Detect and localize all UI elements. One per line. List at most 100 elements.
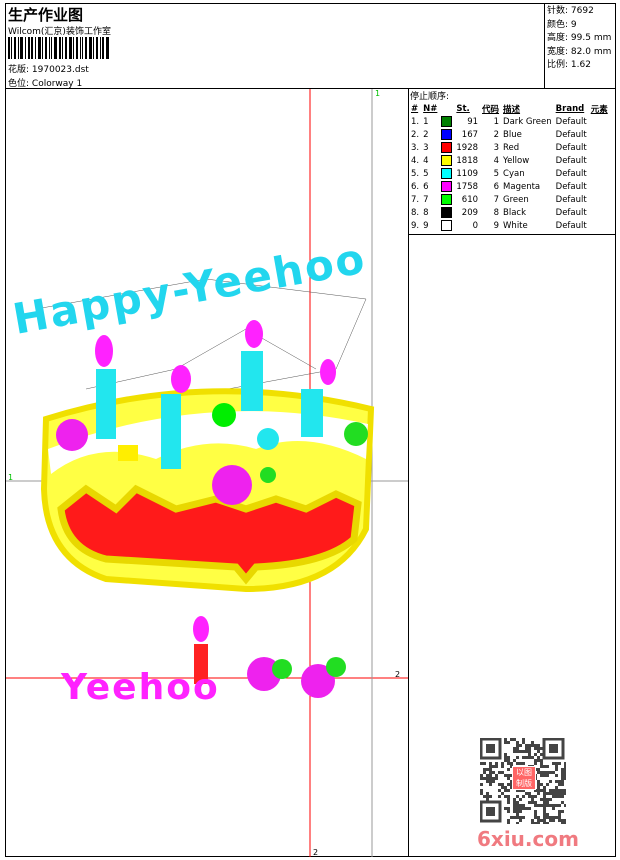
stitch-count: 209 bbox=[461, 207, 479, 218]
table-row: 3. 3 1928 3 Red Default bbox=[409, 141, 610, 154]
stitch-count: 610 bbox=[461, 194, 479, 205]
divider bbox=[5, 88, 616, 89]
row-index: 2. bbox=[411, 129, 420, 140]
stop-sequence-title: 停止顺序: bbox=[410, 92, 450, 102]
decoration bbox=[257, 428, 279, 450]
row-index: 5. bbox=[411, 168, 420, 179]
table-row: 8. 8 209 8 Black Default bbox=[409, 206, 610, 219]
table-row: 4. 4 1818 4 Yellow Default bbox=[409, 154, 610, 167]
color-swatch bbox=[441, 220, 453, 231]
marker-label: 2 bbox=[313, 848, 318, 857]
color-description: Green bbox=[503, 194, 529, 205]
company-name: Wilcom(汇京)装饰工作室 bbox=[8, 27, 111, 37]
stamp-logo: 以图制版 bbox=[512, 766, 536, 790]
color-code: 6 bbox=[493, 181, 500, 192]
color-description: Black bbox=[503, 207, 527, 218]
column-header: Brand bbox=[555, 103, 585, 114]
colorway-row: 色位: Colorway 1 bbox=[8, 76, 82, 89]
strawberries bbox=[56, 419, 368, 698]
needle-number: 3 bbox=[423, 142, 429, 153]
needle-number: 2 bbox=[423, 129, 429, 140]
info-width: 宽度: 82.0 mm bbox=[547, 46, 612, 57]
brand: Default bbox=[555, 207, 587, 218]
column-header: # bbox=[411, 103, 419, 114]
color-code: 3 bbox=[493, 142, 500, 153]
color-code: 9 bbox=[493, 220, 500, 231]
color-swatch bbox=[441, 168, 453, 179]
row-index: 4. bbox=[411, 155, 420, 166]
brand: Default bbox=[555, 194, 587, 205]
table-row: 2. 2 167 2 Blue Default bbox=[409, 128, 610, 141]
brand: Default bbox=[555, 181, 587, 192]
needle-number: 7 bbox=[423, 194, 429, 205]
barcode bbox=[8, 37, 118, 59]
design-file-row: 花版: 1970023.dst bbox=[8, 62, 89, 75]
design-file-name: 1970023.dst bbox=[31, 65, 89, 75]
top-lettering: Happy-Yeehoo bbox=[9, 234, 369, 344]
column-header: 代码 bbox=[482, 104, 500, 115]
qr-code bbox=[480, 738, 566, 824]
design-info: 针数: 7692 颜色: 9 高度: 99.5 mm 宽度: 82.0 mm 比… bbox=[547, 5, 611, 73]
brand: Default bbox=[555, 220, 587, 231]
needle-number: 9 bbox=[423, 220, 429, 231]
row-index: 3. bbox=[411, 142, 420, 153]
color-description: Red bbox=[503, 142, 520, 153]
decoration bbox=[212, 403, 236, 427]
divider bbox=[408, 88, 409, 857]
column-header: N# bbox=[423, 103, 438, 114]
row-index: 7. bbox=[411, 194, 420, 205]
color-swatch bbox=[441, 181, 453, 192]
column-header: St. bbox=[456, 103, 470, 114]
table-row: 5. 5 1109 5 Cyan Default bbox=[409, 167, 610, 180]
color-description: Magenta bbox=[503, 181, 541, 192]
column-header: 描述 bbox=[503, 104, 521, 115]
color-swatch bbox=[441, 129, 453, 140]
color-description: Cyan bbox=[503, 168, 525, 179]
color-description: Yellow bbox=[503, 155, 530, 166]
table-row: 1. 1 91 1 Dark Green Default bbox=[409, 115, 610, 128]
table-row: 9. 9 0 9 White Default bbox=[409, 219, 610, 232]
brand: Default bbox=[555, 129, 587, 140]
color-swatch bbox=[441, 194, 453, 205]
row-index: 6. bbox=[411, 181, 420, 192]
candle-flames bbox=[95, 320, 336, 642]
stitch-count: 0 bbox=[472, 220, 479, 231]
info-colors: 颜色: 9 bbox=[547, 19, 577, 30]
row-index: 1. bbox=[411, 116, 420, 127]
stitch-count: 1758 bbox=[456, 181, 479, 192]
brand: Default bbox=[555, 155, 587, 166]
needle-number: 1 bbox=[423, 116, 429, 127]
color-description: Blue bbox=[503, 129, 522, 140]
info-scale: 比例: 1.62 bbox=[547, 60, 591, 70]
row-index: 9. bbox=[411, 220, 420, 231]
brand: Default bbox=[555, 116, 587, 127]
stitch-count: 91 bbox=[467, 116, 479, 127]
color-code: 2 bbox=[493, 129, 500, 140]
color-description: White bbox=[503, 220, 528, 231]
column-header bbox=[439, 102, 454, 115]
brand: Default bbox=[555, 168, 587, 179]
candles bbox=[96, 351, 323, 469]
design-preview: 1 1 2 2 Happy-Yeehoo Yeehoo bbox=[6, 89, 408, 857]
cake-red-layer bbox=[57, 484, 362, 585]
info-stitches: 针数: 7692 bbox=[547, 6, 594, 16]
marker-label: 2 bbox=[395, 670, 400, 679]
marker-label: 1 bbox=[8, 473, 13, 482]
bottom-lettering: Yeehoo bbox=[60, 667, 220, 708]
color-code: 8 bbox=[493, 207, 500, 218]
colorway-label: 色位: bbox=[8, 79, 30, 89]
table-row: 7. 7 610 7 Green Default bbox=[409, 193, 610, 206]
row-index: 8. bbox=[411, 207, 420, 218]
stitch-count: 167 bbox=[461, 129, 479, 140]
design-file-label: 花版: bbox=[8, 65, 30, 75]
color-swatch bbox=[441, 207, 453, 218]
divider bbox=[408, 234, 616, 235]
color-code: 4 bbox=[493, 155, 500, 166]
stitch-count: 1109 bbox=[456, 168, 479, 179]
color-swatch bbox=[441, 116, 453, 127]
table-row: 6. 6 1758 6 Magenta Default bbox=[409, 180, 610, 193]
color-description: Dark Green bbox=[503, 116, 552, 127]
color-code: 1 bbox=[493, 116, 500, 127]
color-code: 7 bbox=[493, 194, 500, 205]
info-height: 高度: 99.5 mm bbox=[547, 33, 612, 43]
